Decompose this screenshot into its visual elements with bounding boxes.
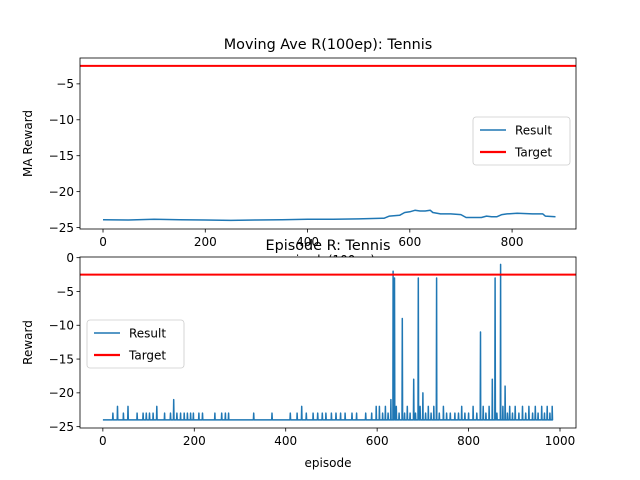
y-tick-label: −25	[49, 221, 74, 235]
y-axis-label: Reward	[21, 320, 35, 365]
chart-1: 0 200 400 600 800 −25 −20 −15 −10 −5 Moving Ave R(…	[21, 37, 577, 267]
x-tick-label: 400	[296, 235, 319, 249]
legend-label-result: Result	[515, 123, 552, 137]
x-tick-label: 200	[194, 235, 217, 249]
x-tick-label: 0	[99, 434, 107, 448]
chart-title: Episode R: Tennis	[265, 238, 390, 254]
y-tick-label: −20	[49, 386, 74, 400]
y-axis-label: MA Reward	[21, 110, 35, 177]
legend-label-result: Result	[129, 326, 166, 340]
chart-title: Moving Ave R(100ep): Tennis	[224, 37, 433, 53]
series-layer	[80, 64, 576, 222]
x-tick-label: 600	[366, 434, 389, 448]
series-result-line	[102, 263, 554, 421]
y-tick-label: −20	[49, 185, 74, 199]
y-tick-label: −15	[49, 352, 74, 366]
series-result-line	[102, 209, 556, 222]
x-tick-label: 0	[99, 235, 107, 249]
axes-frame	[79, 256, 577, 429]
x-tick-label: 800	[457, 434, 480, 448]
legend-label-target: Target	[128, 348, 166, 362]
y-tick-label: −15	[49, 149, 74, 163]
legend-label-target: Target	[514, 145, 552, 159]
x-axis-label: episode	[305, 456, 352, 470]
x-tick-label: 1000	[545, 434, 576, 448]
axes-frame	[79, 57, 577, 230]
series-layer	[80, 263, 576, 421]
chart-2: 0 200 400 600 800 1000 −25 −20 −15 −10 −5 0 Episode …	[21, 238, 577, 470]
y-tick-label: −25	[49, 420, 74, 434]
y-tick-label: 0	[66, 251, 74, 265]
y-tick-label: −10	[49, 113, 74, 127]
legend: Result Target	[472, 116, 571, 166]
x-tick-label: 800	[501, 235, 524, 249]
y-tick-label: −5	[56, 77, 74, 91]
y-tick-label: −10	[49, 319, 74, 333]
legend: Result Target	[86, 319, 185, 369]
x-tick-label: 600	[398, 235, 421, 249]
y-tick-label: −5	[56, 285, 74, 299]
x-tick-label: 400	[274, 434, 297, 448]
x-tick-label: 200	[183, 434, 206, 448]
